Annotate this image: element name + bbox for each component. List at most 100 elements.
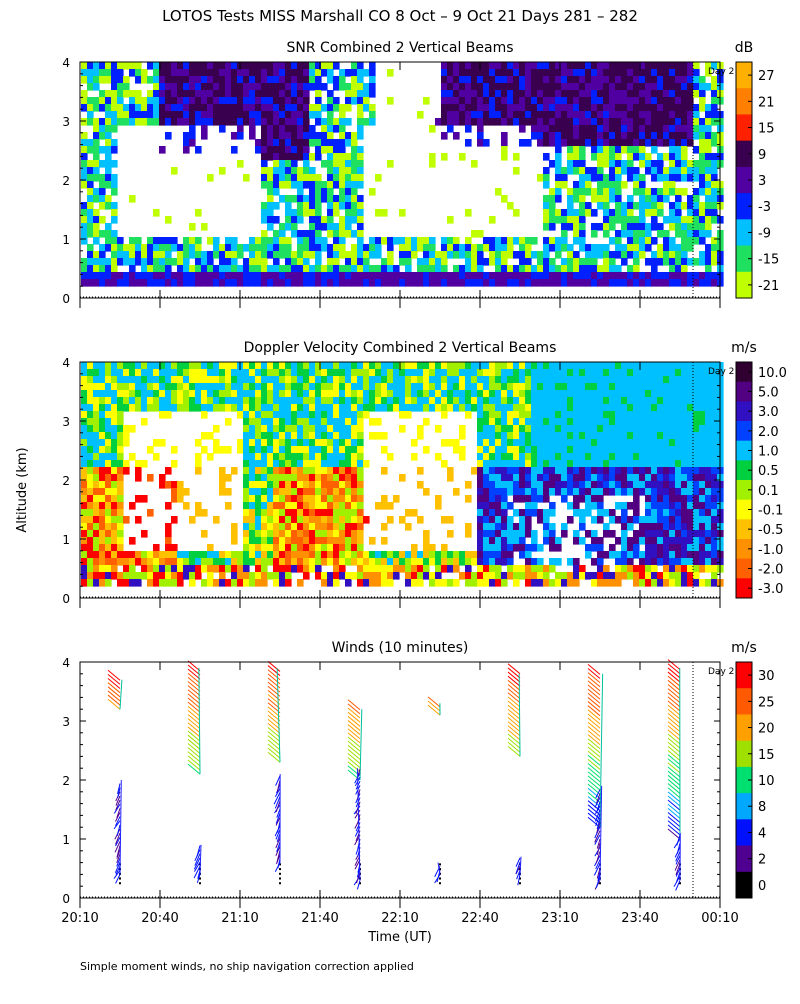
field-cell — [513, 62, 520, 70]
field-cell — [549, 488, 556, 496]
field-cell — [381, 446, 388, 454]
field-cell — [231, 97, 238, 105]
field-cell — [669, 279, 676, 287]
field-cell — [303, 237, 310, 245]
field-cell — [333, 146, 340, 154]
field-cell — [225, 383, 232, 391]
field-cell — [309, 104, 316, 112]
field-cell — [579, 216, 586, 224]
field-cell — [537, 69, 544, 77]
field-cell — [147, 237, 154, 245]
field-cell — [339, 230, 346, 238]
field-cell — [333, 453, 340, 461]
field-cell — [111, 174, 118, 182]
field-cell — [285, 83, 292, 91]
field-cell — [279, 439, 286, 447]
field-cell — [297, 362, 304, 370]
field-cell — [297, 251, 304, 259]
field-cell — [627, 272, 634, 280]
field-cell — [561, 474, 568, 482]
field-cell — [651, 188, 658, 196]
field-cell — [195, 97, 202, 105]
field-cell — [531, 530, 538, 538]
field-cell — [579, 460, 586, 468]
field-cell — [81, 181, 88, 189]
field-cell — [201, 90, 208, 98]
field-cell — [315, 425, 322, 433]
field-cell — [171, 69, 178, 77]
field-cell — [525, 376, 532, 384]
field-cell — [87, 537, 94, 545]
field-cell — [705, 467, 712, 475]
field-cell — [543, 509, 550, 517]
field-cell — [201, 551, 208, 559]
field-cell — [681, 125, 688, 133]
field-cell — [87, 544, 94, 552]
field-cell — [621, 167, 628, 175]
field-cell — [81, 167, 88, 175]
field-cell — [303, 474, 310, 482]
field-cell — [333, 432, 340, 440]
field-cell — [219, 111, 226, 119]
field-cell — [105, 474, 112, 482]
field-cell — [711, 369, 718, 377]
field-cell — [345, 446, 352, 454]
field-cell — [369, 572, 376, 580]
field-cell — [699, 167, 706, 175]
field-cell — [273, 139, 280, 147]
field-cell — [501, 579, 508, 587]
field-cell — [207, 390, 214, 398]
field-cell — [567, 111, 574, 119]
figure-title: LOTOS Tests MISS Marshall CO 8 Oct – 9 O… — [162, 7, 638, 25]
field-cell — [519, 418, 526, 426]
field-cell — [471, 572, 478, 580]
field-cell — [687, 411, 694, 419]
field-cell — [459, 362, 466, 370]
field-cell — [153, 76, 160, 84]
field-cell — [339, 132, 346, 140]
field-cell — [243, 376, 250, 384]
field-cell — [291, 509, 298, 517]
field-cell — [339, 195, 346, 203]
field-cell — [459, 272, 466, 280]
field-cell — [513, 523, 520, 531]
field-cell — [255, 279, 262, 287]
field-cell — [87, 83, 94, 91]
field-cell — [567, 418, 574, 426]
field-cell — [213, 446, 220, 454]
field-cell — [507, 111, 514, 119]
field-cell — [303, 537, 310, 545]
field-cell — [567, 209, 574, 217]
field-cell — [249, 474, 256, 482]
field-cell — [99, 244, 106, 252]
field-cell — [279, 467, 286, 475]
field-cell — [351, 369, 358, 377]
field-cell — [609, 167, 616, 175]
field-cell — [225, 76, 232, 84]
field-cell — [705, 160, 712, 168]
field-cell — [549, 467, 556, 475]
field-cell — [207, 69, 214, 77]
field-cell — [519, 383, 526, 391]
field-cell — [189, 97, 196, 105]
field-cell — [339, 118, 346, 126]
field-cell — [597, 174, 604, 182]
field-cell — [303, 509, 310, 517]
field-cell — [165, 251, 172, 259]
field-cell — [87, 376, 94, 384]
field-cell — [669, 411, 676, 419]
field-cell — [663, 104, 670, 112]
field-cell — [489, 376, 496, 384]
field-cell — [171, 404, 178, 412]
field-cell — [225, 579, 232, 587]
field-cell — [597, 565, 604, 573]
field-cell — [519, 111, 526, 119]
field-cell — [609, 146, 616, 154]
field-cell — [249, 418, 256, 426]
field-cell — [579, 565, 586, 573]
field-cell — [345, 425, 352, 433]
field-cell — [291, 160, 298, 168]
field-cell — [687, 97, 694, 105]
field-cell — [213, 90, 220, 98]
field-cell — [99, 565, 106, 573]
